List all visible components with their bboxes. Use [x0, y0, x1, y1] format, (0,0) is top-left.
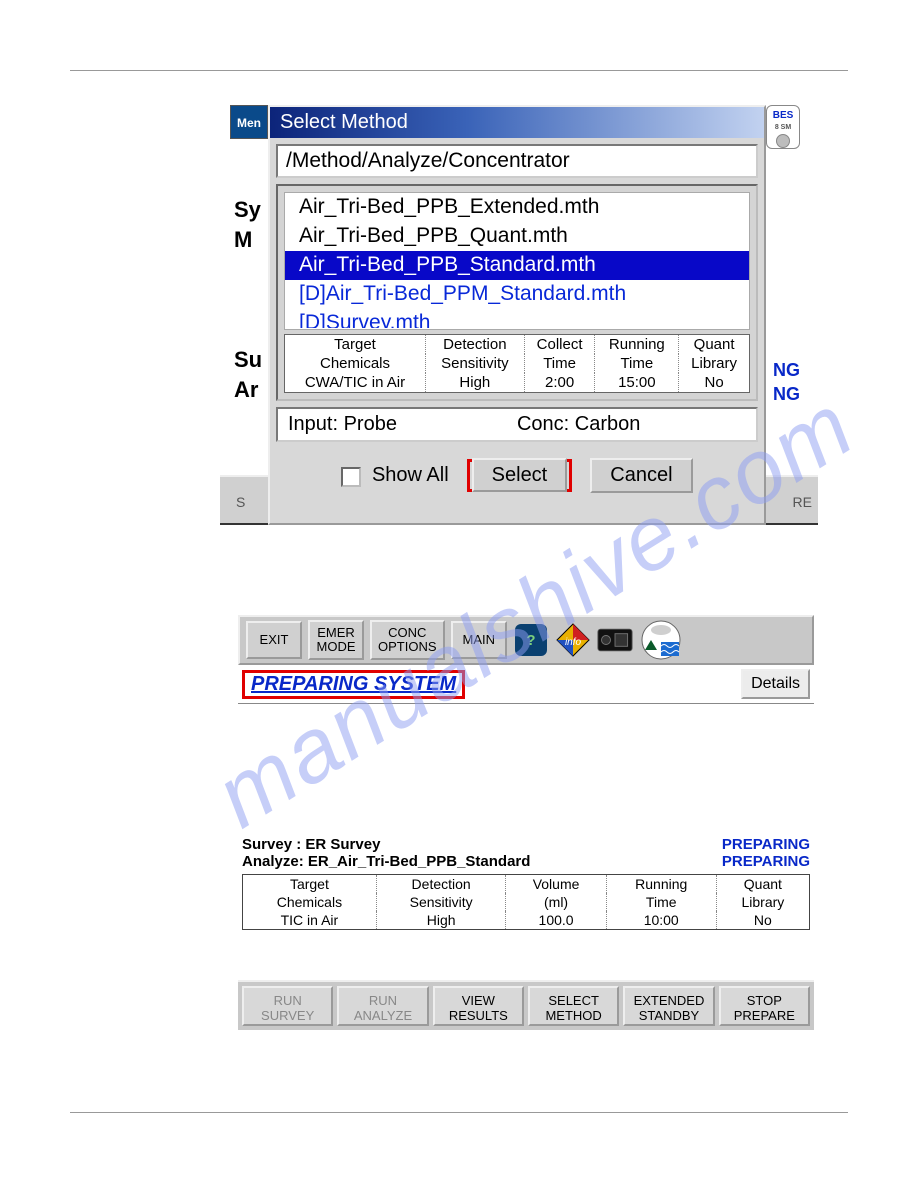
bg-left-labels-2: Su Ar [234, 345, 262, 405]
file-item[interactable]: Air_Tri-Bed_PPB_Quant.mth [285, 222, 749, 251]
method-path-field[interactable]: /Method/Analyze/Concentrator [276, 144, 758, 178]
th-sensitivity: Sensitivity [426, 354, 525, 373]
page-bottom-rule [70, 1112, 848, 1113]
dialog-button-row: Show All Select Cancel [276, 458, 758, 493]
bg-ng-2: NG [773, 382, 800, 406]
th-collect: Collect [524, 335, 595, 355]
run-survey-button[interactable]: RUNSURVEY [242, 986, 333, 1026]
show-all-checkbox[interactable]: Show All [341, 464, 448, 487]
td-running: 15:00 [595, 373, 679, 393]
bg-ng-labels: NG NG [773, 358, 800, 406]
env-icon[interactable] [639, 622, 683, 658]
analyze-line: Analyze: ER_Air_Tri-Bed_PPB_Standard PRE… [242, 853, 810, 870]
bg-footer-re: RE [793, 477, 812, 527]
th-quant: Quant [679, 335, 750, 355]
th-target: Target [285, 335, 426, 355]
file-item[interactable]: [D]Survey.mth [285, 309, 749, 329]
td-sens: High [426, 373, 525, 393]
table-row: CWA/TIC in Air High 2:00 15:00 No [285, 373, 750, 393]
th-time2: Time [595, 354, 679, 373]
svg-text:?: ? [526, 632, 535, 649]
th-time: Time [524, 354, 595, 373]
bg-left-labels: Sy M [234, 195, 261, 255]
io-row: Input: Probe Conc: Carbon [276, 407, 758, 442]
bg-label-m: M [234, 225, 261, 255]
table-row: Target Detection Volume Running Quant [243, 875, 810, 894]
stop-prepare-button[interactable]: STOPPREPARE [719, 986, 810, 1026]
survey-status: PREPARING [722, 836, 810, 853]
bg-footer-s: S [236, 477, 245, 527]
bg-right-badge: BES 8 SM [766, 105, 800, 149]
bg-label-su: Su [234, 345, 262, 375]
status-highlight: PREPARING SYSTEM [242, 670, 465, 699]
cancel-button[interactable]: Cancel [590, 458, 692, 493]
toolbar: EXIT EMERMODE CONCOPTIONS MAIN ? info [238, 615, 814, 665]
main-screen-fragment: EXIT EMERMODE CONCOPTIONS MAIN ? info [238, 615, 814, 1030]
svg-text:info: info [565, 637, 582, 648]
input-label: Input: Probe [288, 413, 397, 436]
checkbox-icon[interactable] [341, 467, 361, 487]
conc-label: Conc: Carbon [517, 413, 640, 436]
gray-dot-icon [776, 134, 790, 148]
select-highlight: Select [467, 459, 573, 492]
survey-text: Survey : ER Survey [242, 836, 380, 853]
exit-button[interactable]: EXIT [246, 621, 302, 659]
emer-mode-button[interactable]: EMERMODE [308, 620, 364, 660]
table-row: Chemicals Sensitivity Time Time Library [285, 354, 750, 373]
bg-menu-button[interactable]: Men [230, 105, 268, 139]
select-button[interactable]: Select [472, 458, 568, 492]
file-item-selected[interactable]: Air_Tri-Bed_PPB_Standard.mth [285, 251, 749, 280]
file-list[interactable]: Air_Tri-Bed_PPB_Extended.mth Air_Tri-Bed… [284, 192, 750, 330]
select-method-dialog: Select Method /Method/Analyze/Concentrat… [268, 105, 766, 525]
main-button[interactable]: MAIN [451, 621, 508, 659]
dialog-title: Select Method [270, 107, 764, 138]
select-method-button[interactable]: SELECTMETHOD [528, 986, 619, 1026]
th-library: Library [679, 354, 750, 373]
table-row: TIC in Air High 100.0 10:00 No [243, 911, 810, 930]
conc-options-button[interactable]: CONCOPTIONS [370, 620, 445, 660]
badge-top: BES [773, 110, 794, 121]
file-list-container: Air_Tri-Bed_PPB_Extended.mth Air_Tri-Bed… [276, 184, 758, 401]
survey-line: Survey : ER Survey PREPARING [242, 836, 810, 853]
analyze-text: Analyze: ER_Air_Tri-Bed_PPB_Standard [242, 853, 530, 870]
info-block: Survey : ER Survey PREPARING Analyze: ER… [238, 836, 814, 930]
page-top-rule [70, 70, 848, 71]
table-row: Chemicals Sensitivity (ml) Time Library [243, 893, 810, 911]
td-target: CWA/TIC in Air [285, 373, 426, 393]
file-item[interactable]: [D]Air_Tri-Bed_PPM_Standard.mth [285, 280, 749, 309]
params-table: Target Detection Volume Running Quant Ch… [242, 874, 810, 930]
table-row: Target Detection Collect Running Quant [285, 335, 750, 355]
device-icon[interactable] [597, 622, 633, 658]
status-label: PREPARING SYSTEM [245, 671, 462, 697]
status-row: PREPARING SYSTEM Details [238, 665, 814, 704]
select-method-fragment: Men BES 8 SM Sy M Su Ar NG NG S RE Selec… [230, 105, 800, 525]
td-quant: No [679, 373, 750, 393]
th-detection: Detection [426, 335, 525, 355]
bottom-button-bar: RUNSURVEY RUNANALYZE VIEWRESULTS SELECTM… [238, 980, 814, 1030]
th-chemicals: Chemicals [285, 354, 426, 373]
info-icon[interactable]: info [555, 622, 591, 658]
method-details-table: Target Detection Collect Running Quant C… [284, 334, 750, 393]
help-icon[interactable]: ? [513, 622, 549, 658]
show-all-label: Show All [372, 464, 449, 486]
run-analyze-button[interactable]: RUNANALYZE [337, 986, 428, 1026]
badge-sub: 8 SM [775, 124, 791, 131]
details-button[interactable]: Details [741, 669, 810, 699]
td-collect: 2:00 [524, 373, 595, 393]
th-running: Running [595, 335, 679, 355]
analyze-status: PREPARING [722, 853, 810, 870]
extended-standby-button[interactable]: EXTENDEDSTANDBY [623, 986, 714, 1026]
dialog-body: /Method/Analyze/Concentrator Air_Tri-Bed… [270, 138, 764, 501]
bg-label-ar: Ar [234, 375, 262, 405]
view-results-button[interactable]: VIEWRESULTS [433, 986, 524, 1026]
bg-ng-1: NG [773, 358, 800, 382]
bg-label-sy: Sy [234, 195, 261, 225]
file-item[interactable]: Air_Tri-Bed_PPB_Extended.mth [285, 193, 749, 222]
